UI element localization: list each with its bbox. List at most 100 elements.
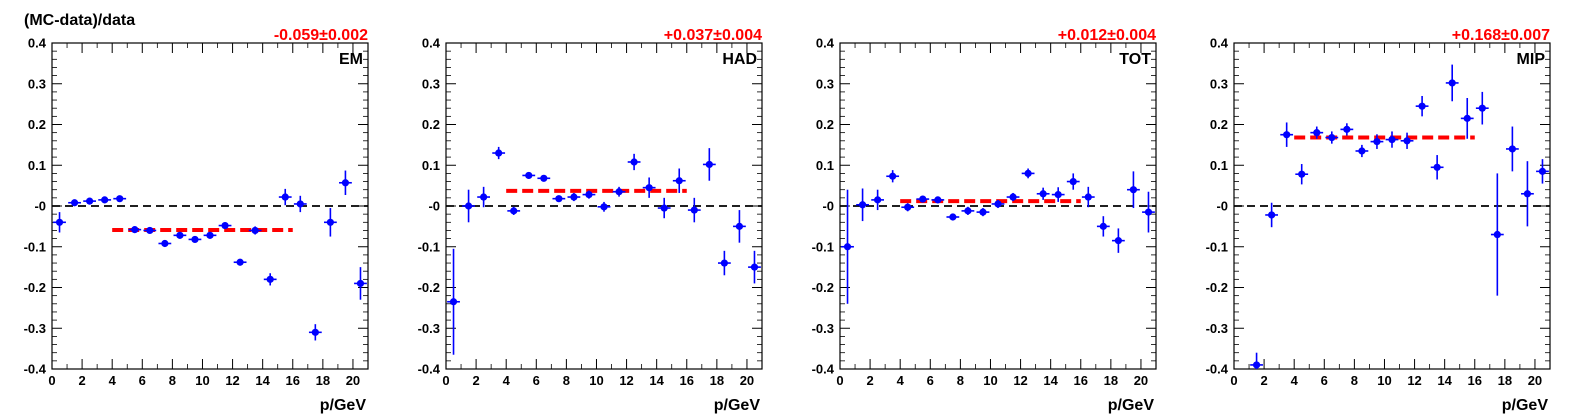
data-point — [964, 207, 972, 215]
data-point — [994, 200, 1002, 208]
x-tick-label: 6 — [927, 373, 934, 388]
data-point — [86, 197, 94, 205]
y-tick-label: -0.2 — [812, 280, 834, 295]
data-point — [843, 243, 852, 251]
data-point — [1283, 131, 1291, 139]
y-tick-label: -0 — [428, 199, 440, 214]
y-tick-label: 0.3 — [1210, 76, 1228, 91]
data-point — [705, 160, 713, 169]
data-point — [1463, 114, 1471, 122]
x-tick-label: 2 — [866, 373, 873, 388]
data-point — [874, 196, 882, 204]
data-point — [889, 172, 897, 180]
x-tick-label: 18 — [1498, 373, 1512, 388]
data-point — [161, 239, 169, 248]
data-point — [1538, 167, 1547, 175]
y-tick-label: 0.4 — [28, 36, 47, 51]
data-point — [690, 206, 698, 214]
x-tick-label: 10 — [589, 373, 603, 388]
data-point — [949, 213, 957, 221]
y-tick-label: -0 — [1216, 199, 1228, 214]
data-point — [750, 263, 759, 271]
data-point — [570, 193, 578, 201]
data-point — [934, 196, 942, 204]
x-tick-label: 16 — [1468, 373, 1482, 388]
y-tick-label: -0.4 — [1206, 362, 1229, 377]
x-tick-label: 6 — [139, 373, 146, 388]
data-point — [116, 195, 124, 203]
y-tick-label: -0.1 — [812, 239, 834, 254]
data-point — [1084, 193, 1092, 201]
y-tick-label: -0.1 — [418, 239, 440, 254]
x-tick-label: 14 — [649, 373, 664, 388]
y-tick-label: 0.3 — [28, 76, 46, 91]
y-tick-label: 0.2 — [816, 117, 834, 132]
data-point — [236, 258, 244, 266]
fit-value-label: -0.059±0.002 — [274, 27, 368, 44]
x-tick-label: 20 — [1528, 373, 1542, 388]
x-tick-label: 10 — [195, 373, 209, 388]
x-tick-label: 20 — [740, 373, 754, 388]
x-tick-label: 12 — [1013, 373, 1027, 388]
data-point — [919, 195, 927, 203]
data-point — [1373, 138, 1381, 146]
x-tick-label: 20 — [1134, 373, 1148, 388]
x-axis-label: p/GeV — [714, 397, 761, 414]
data-point — [1069, 177, 1077, 186]
x-tick-label: 6 — [1321, 373, 1328, 388]
data-point — [341, 179, 350, 187]
data-point — [979, 208, 987, 216]
data-point — [146, 226, 154, 235]
data-point — [1144, 208, 1153, 216]
data-point — [645, 184, 653, 192]
data-point — [525, 171, 533, 180]
x-tick-label: 14 — [1043, 373, 1058, 388]
x-tick-label: 12 — [1407, 373, 1421, 388]
x-tick-label: 16 — [286, 373, 300, 388]
data-point — [555, 195, 563, 203]
data-point — [495, 149, 503, 157]
fit-value-label: +0.012±0.004 — [1058, 27, 1156, 44]
data-point — [1024, 169, 1032, 177]
data-point — [101, 196, 109, 204]
x-tick-label: 14 — [255, 373, 270, 388]
x-tick-label: 8 — [563, 373, 570, 388]
x-tick-label: 12 — [619, 373, 633, 388]
panel-label: HAD — [722, 51, 757, 68]
data-point — [70, 199, 79, 207]
x-axis-label: p/GeV — [320, 397, 367, 414]
y-tick-label: 0.2 — [422, 117, 440, 132]
x-tick-label: 0 — [836, 373, 843, 388]
data-point — [1448, 79, 1456, 87]
data-point — [266, 275, 274, 283]
data-point — [1418, 102, 1426, 110]
data-point — [600, 203, 608, 211]
y-tick-label: 0.1 — [28, 158, 46, 173]
data-point — [1129, 186, 1138, 194]
panel-em: -0.4 -0.3 -0.2 -0.1 -0 0.1 0.2 0.3 0.4 0 2 4 6 8 10 12 1… — [24, 27, 369, 414]
y-tick-label: 0.3 — [422, 76, 440, 91]
data-point — [1343, 125, 1351, 133]
x-tick-label: 4 — [109, 373, 117, 388]
y-tick-label: 0.1 — [1210, 158, 1228, 173]
y-tick-label: -0 — [822, 199, 834, 214]
fit-value-label: +0.037±0.004 — [664, 27, 762, 44]
data-point — [1268, 211, 1276, 219]
y-tick-label: 0.4 — [422, 36, 441, 51]
x-tick-label: 6 — [533, 373, 540, 388]
y-tick-label: -0.3 — [24, 321, 46, 336]
data-point — [585, 190, 593, 199]
data-point — [1009, 193, 1017, 201]
y-tick-label: -0.4 — [418, 362, 441, 377]
x-tick-label: 8 — [169, 373, 176, 388]
x-tick-label: 0 — [1230, 373, 1237, 388]
x-axis-label: p/GeV — [1502, 397, 1549, 414]
data-point — [540, 174, 548, 182]
data-point — [311, 328, 319, 336]
data-point — [904, 203, 912, 211]
y-tick-label: 0.2 — [1210, 117, 1228, 132]
x-tick-label: 4 — [897, 373, 905, 388]
data-point — [206, 231, 214, 239]
data-point — [1054, 190, 1062, 199]
